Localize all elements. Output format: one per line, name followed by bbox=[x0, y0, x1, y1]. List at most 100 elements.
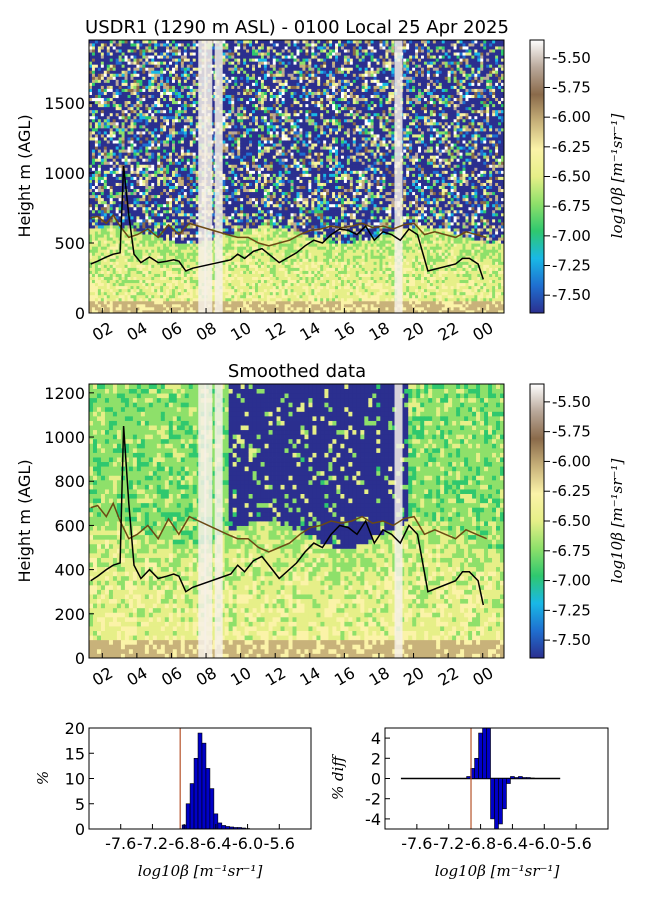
heatmap-cell bbox=[243, 222, 247, 226]
heatmap-cell bbox=[148, 225, 152, 229]
heatmap-cell bbox=[136, 143, 140, 147]
heatmap-cell bbox=[195, 91, 200, 95]
heatmap-cell bbox=[160, 167, 164, 171]
heatmap-cell bbox=[130, 137, 134, 141]
heatmap-cell bbox=[228, 288, 232, 293]
heatmap-cell bbox=[186, 91, 191, 95]
heatmap-cell bbox=[169, 279, 173, 284]
heatmap-cell bbox=[103, 91, 108, 95]
heatmap-cell bbox=[136, 188, 140, 193]
heatmap-cell bbox=[246, 173, 250, 177]
heatmap-cell bbox=[154, 264, 158, 268]
heatmap-cell bbox=[192, 237, 197, 241]
heatmap-cell bbox=[189, 243, 194, 247]
heatmap-cell bbox=[234, 303, 238, 308]
heatmap-cell bbox=[174, 106, 179, 111]
heatmap-cell bbox=[121, 109, 125, 114]
heatmap-cell bbox=[231, 85, 235, 89]
heatmap-cell bbox=[166, 121, 170, 126]
heatmap-cell bbox=[118, 97, 122, 102]
heatmap-cell bbox=[130, 231, 134, 235]
heatmap-cell bbox=[186, 140, 191, 144]
heatmap-cell bbox=[151, 261, 155, 265]
heatmap-cell bbox=[183, 179, 188, 183]
heatmap-cell bbox=[180, 167, 185, 171]
heatmap-cell bbox=[166, 303, 170, 308]
heatmap-cell bbox=[100, 191, 105, 196]
heatmap-cell bbox=[103, 52, 108, 56]
heatmap-cell bbox=[112, 52, 117, 56]
heatmap-cell bbox=[148, 100, 152, 105]
heatmap-cell bbox=[103, 73, 108, 77]
heatmap-cell bbox=[228, 64, 232, 68]
heatmap-cell bbox=[189, 264, 194, 268]
heatmap-cell bbox=[243, 109, 247, 114]
heatmap-cell bbox=[118, 73, 122, 77]
heatmap-cell bbox=[136, 215, 140, 220]
heatmap-cell bbox=[163, 237, 167, 241]
heatmap-cell bbox=[222, 306, 226, 311]
heatmap-cell bbox=[109, 209, 114, 214]
heatmap-cell bbox=[246, 164, 250, 168]
heatmap-cell bbox=[103, 246, 108, 250]
heatmap-cell bbox=[91, 52, 96, 56]
heatmap-cell bbox=[112, 246, 117, 250]
heatmap-cell bbox=[148, 152, 152, 156]
heatmap-cell bbox=[136, 158, 140, 162]
heatmap-cell bbox=[127, 115, 131, 120]
heatmap-cell bbox=[237, 79, 241, 83]
heatmap-cell bbox=[91, 146, 96, 150]
heatmap-cell bbox=[166, 76, 170, 80]
heatmap-cell bbox=[139, 61, 143, 65]
heatmap-cell bbox=[166, 103, 170, 108]
heatmap-cell bbox=[94, 112, 99, 117]
heatmap-cell bbox=[142, 200, 146, 205]
heatmap-cell bbox=[145, 100, 149, 105]
heatmap-cell bbox=[249, 61, 253, 65]
heatmap-cell bbox=[136, 121, 140, 126]
heatmap-cell bbox=[121, 218, 125, 223]
heatmap-cell bbox=[115, 143, 120, 147]
heatmap-cell bbox=[183, 303, 188, 308]
heatmap-cell bbox=[252, 215, 256, 220]
heatmap-cell bbox=[228, 152, 232, 156]
heatmap-cell bbox=[189, 76, 194, 80]
heatmap-cell bbox=[186, 152, 191, 156]
heatmap-cell bbox=[163, 173, 167, 177]
heatmap-cell bbox=[246, 143, 250, 147]
heatmap-cell bbox=[228, 303, 232, 308]
heatmap-cell bbox=[172, 94, 176, 99]
heatmap-cell bbox=[136, 297, 140, 302]
heatmap-cell bbox=[228, 149, 232, 153]
heatmap-cell bbox=[192, 294, 197, 299]
heatmap-cell bbox=[166, 297, 170, 302]
heatmap-cell bbox=[124, 197, 128, 202]
heatmap-cell bbox=[157, 67, 161, 71]
heatmap-cell bbox=[115, 222, 120, 226]
heatmap-cell bbox=[139, 179, 143, 183]
heatmap-cell bbox=[103, 240, 108, 244]
heatmap-cell bbox=[180, 109, 185, 114]
heatmap-cell bbox=[148, 246, 152, 250]
heatmap-cell bbox=[148, 49, 152, 53]
heatmap-cell bbox=[192, 49, 197, 53]
heatmap-cell bbox=[157, 85, 161, 89]
heatmap-cell bbox=[234, 106, 238, 111]
heatmap-cell bbox=[222, 297, 226, 302]
heatmap-cell bbox=[106, 127, 111, 132]
heatmap-cell bbox=[243, 197, 247, 202]
heatmap-cell bbox=[121, 206, 125, 211]
heatmap-cell bbox=[237, 264, 241, 268]
heatmap-cell bbox=[136, 264, 140, 268]
heatmap-cell bbox=[124, 246, 128, 250]
heatmap-cell bbox=[121, 194, 125, 199]
heatmap-cell bbox=[222, 52, 226, 56]
heatmap-cell bbox=[183, 67, 188, 71]
heatmap-cell bbox=[118, 285, 122, 290]
heatmap-cell bbox=[124, 167, 128, 171]
heatmap-cell bbox=[115, 285, 120, 290]
heatmap-cell bbox=[91, 79, 96, 83]
heatmap-cell bbox=[169, 149, 173, 153]
heatmap-cell bbox=[151, 40, 155, 44]
heatmap-cell bbox=[112, 194, 117, 199]
